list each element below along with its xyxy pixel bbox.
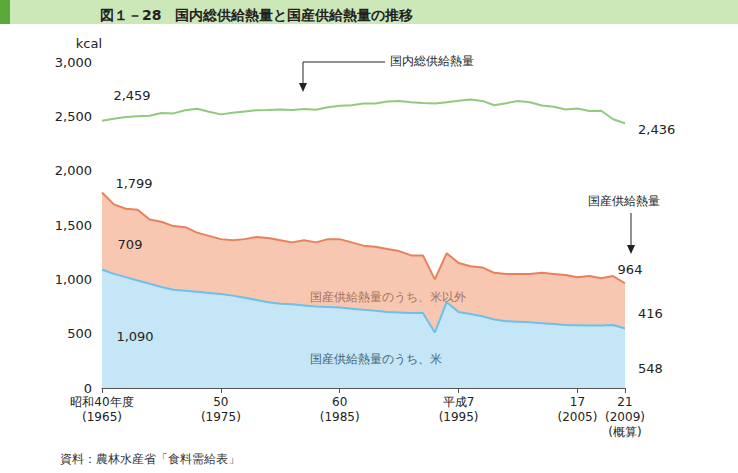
svg-text:(2005): (2005) (558, 410, 598, 424)
svg-text:(1995): (1995) (439, 410, 479, 424)
svg-text:0: 0 (84, 381, 92, 396)
svg-text:3,000: 3,000 (55, 55, 92, 70)
svg-text:1,000: 1,000 (55, 272, 92, 287)
svg-text:2,436: 2,436 (638, 122, 675, 137)
svg-text:kcal: kcal (76, 36, 102, 51)
svg-text:548: 548 (638, 361, 663, 376)
svg-text:964: 964 (618, 262, 643, 277)
svg-text:国内総供給熱量: 国内総供給熱量 (390, 54, 474, 68)
svg-text:21: 21 (617, 395, 632, 409)
svg-text:2,459: 2,459 (113, 88, 150, 103)
svg-text:2,000: 2,000 (55, 163, 92, 178)
svg-text:昭和40年度: 昭和40年度 (70, 395, 133, 409)
svg-text:416: 416 (638, 306, 663, 321)
svg-text:500: 500 (67, 326, 92, 341)
svg-text:国産供給熱量: 国産供給熱量 (588, 194, 660, 208)
svg-text:50: 50 (213, 395, 228, 409)
svg-text:60: 60 (332, 395, 347, 409)
svg-text:平成7: 平成7 (443, 395, 475, 409)
svg-text:(1985): (1985) (320, 410, 360, 424)
svg-text:(1965): (1965) (82, 410, 122, 424)
svg-text:1,500: 1,500 (55, 218, 92, 233)
svg-text:2,500: 2,500 (55, 109, 92, 124)
svg-text:(1975): (1975) (201, 410, 241, 424)
svg-text:資料：農林水産省「食料需給表」: 資料：農林水産省「食料需給表」 (60, 452, 240, 466)
svg-text:1,799: 1,799 (115, 176, 152, 191)
svg-text:709: 709 (118, 237, 143, 252)
svg-text:図１－28 国内総供給熱量と国産供給熱量の推移: 図１－28 国内総供給熱量と国産供給熱量の推移 (100, 7, 413, 23)
svg-text:(2009): (2009) (605, 410, 645, 424)
svg-text:(概算): (概算) (608, 425, 641, 439)
svg-text:1,090: 1,090 (116, 329, 153, 344)
svg-text:17: 17 (570, 395, 585, 409)
